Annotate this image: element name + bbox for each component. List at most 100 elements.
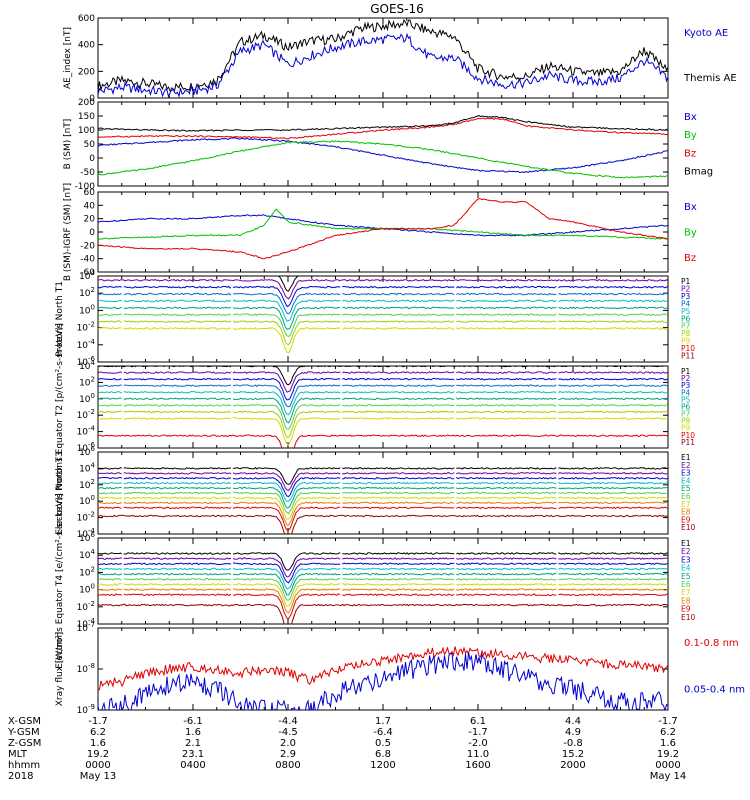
footer-value: 19.2 xyxy=(87,749,109,760)
series-line-Themis AE xyxy=(98,19,668,92)
legend-P3: P3 xyxy=(681,292,691,301)
footer-value: 6.8 xyxy=(375,749,391,760)
footer-value: 0400 xyxy=(180,760,205,771)
y-tick-label: 10-2 xyxy=(77,600,95,613)
y-tick-label: -50 xyxy=(80,168,95,178)
footer-value: 6.2 xyxy=(90,727,106,738)
panel-frame xyxy=(97,275,669,363)
y-tick-label: 102 xyxy=(79,478,95,491)
legend-P8: P8 xyxy=(681,329,691,338)
series-line-P2 xyxy=(98,371,668,393)
legend-P9: P9 xyxy=(681,337,691,346)
legend-Bz: Bz xyxy=(684,253,696,264)
series-line-E2 xyxy=(98,557,668,578)
series-line-P3 xyxy=(98,285,668,307)
legend-P5: P5 xyxy=(681,395,691,404)
footer-value: 6.2 xyxy=(660,727,676,738)
legend-E1: E1 xyxy=(681,539,691,548)
series-line-E10 xyxy=(98,514,668,534)
series-line-P9 xyxy=(98,417,668,446)
series-line-Bx xyxy=(98,214,668,237)
footer-value: 2.0 xyxy=(280,738,296,749)
footer-value: 6.1 xyxy=(470,716,486,727)
legend-E6: E6 xyxy=(681,580,691,589)
y-tick-label: 100 xyxy=(78,126,95,136)
y-tick-label: 0 xyxy=(89,154,95,164)
y-tick-label: 200 xyxy=(78,67,95,77)
legend-0.1-0.8 nm: 0.1-0.8 nm xyxy=(684,638,739,649)
series-line-P9 xyxy=(98,327,668,354)
legend-P2: P2 xyxy=(681,374,691,383)
legend-Bz: Bz xyxy=(684,148,696,159)
footer-value: -6.4 xyxy=(373,727,393,738)
series-line-E10 xyxy=(98,603,668,624)
legend-P8: P8 xyxy=(681,417,691,426)
series-line-E7 xyxy=(98,583,668,607)
legend-P2: P2 xyxy=(681,284,691,293)
footer-value: 0.5 xyxy=(375,738,391,749)
legend-P7: P7 xyxy=(681,410,691,419)
footer-value: 11.0 xyxy=(467,749,489,760)
data-gap xyxy=(454,544,457,600)
y-axis-label: Xray flux [W/m²] xyxy=(55,632,65,706)
footer-value: 4.9 xyxy=(565,727,581,738)
series-line-P3 xyxy=(98,377,668,401)
y-axis-label: Electrons North T3 xyxy=(55,451,65,535)
series-line-Bmag xyxy=(98,114,668,132)
legend-0.05-0.4 nm: 0.05-0.4 nm xyxy=(684,685,745,696)
legend-P11: P11 xyxy=(681,352,695,361)
y-tick-label: -20 xyxy=(80,241,95,251)
data-gap xyxy=(121,458,124,510)
y-axis-label: Protons North T1 xyxy=(55,281,65,357)
series-line-E1 xyxy=(98,467,668,485)
footer-value: 19.2 xyxy=(657,749,679,760)
legend-E10: E10 xyxy=(681,613,696,622)
data-gap xyxy=(340,544,343,600)
legend-E9: E9 xyxy=(681,515,691,524)
panel-frame xyxy=(97,537,669,625)
data-gap xyxy=(231,372,233,424)
footer-value: -6.1 xyxy=(183,716,203,727)
data-gap xyxy=(556,282,559,338)
legend-P1: P1 xyxy=(681,367,691,376)
y-tick-label: 100 xyxy=(79,303,95,316)
series-line-P5 xyxy=(98,299,668,322)
y-tick-label: 10-8 xyxy=(77,662,95,675)
footer-value: -1.7 xyxy=(88,716,108,727)
legend-E2: E2 xyxy=(681,461,691,470)
data-gap xyxy=(556,544,559,600)
legend-Bx: Bx xyxy=(684,202,697,213)
legend-P10: P10 xyxy=(681,431,695,440)
series-line-P2 xyxy=(98,278,668,300)
y-tick-label: 104 xyxy=(79,461,95,474)
series-line-E4 xyxy=(98,567,668,590)
series-line-E3 xyxy=(98,476,668,498)
plot-area xyxy=(98,19,668,98)
footer-value: -2.0 xyxy=(468,738,488,749)
y-axis-label: Electrons Equator T4 [e/(cm²-s-sr-keV)] xyxy=(55,493,65,669)
footer-value: 15.2 xyxy=(562,749,584,760)
footer-value: 1.6 xyxy=(660,738,676,749)
panel-3: -60 -40 -20 0 20 40 60 B (SM)-IGRF (SM) [nT] Bx B… xyxy=(63,183,697,281)
series-line-Bz xyxy=(98,117,668,140)
series-line-E8 xyxy=(98,501,668,526)
footer-value: 1600 xyxy=(465,760,490,771)
y-tick-label: 0 xyxy=(89,228,95,238)
legend-By: By xyxy=(684,228,697,239)
legend-Bmag: Bmag xyxy=(684,166,713,177)
legend-E8: E8 xyxy=(681,508,691,517)
y-axis-label: B (SM)-IGRF (SM) [nT] xyxy=(63,183,73,281)
footer-value: 1.6 xyxy=(185,727,201,738)
legend-E1: E1 xyxy=(681,453,691,462)
data-gap xyxy=(231,544,233,600)
panel-frame xyxy=(97,627,669,711)
y-tick-label: 0 xyxy=(89,94,95,104)
data-gap xyxy=(454,458,457,510)
y-tick-label: 102 xyxy=(79,286,95,299)
series-line-E7 xyxy=(98,496,668,520)
y-tick-label: 102 xyxy=(79,375,95,388)
y-tick-label: 60 xyxy=(84,188,96,198)
